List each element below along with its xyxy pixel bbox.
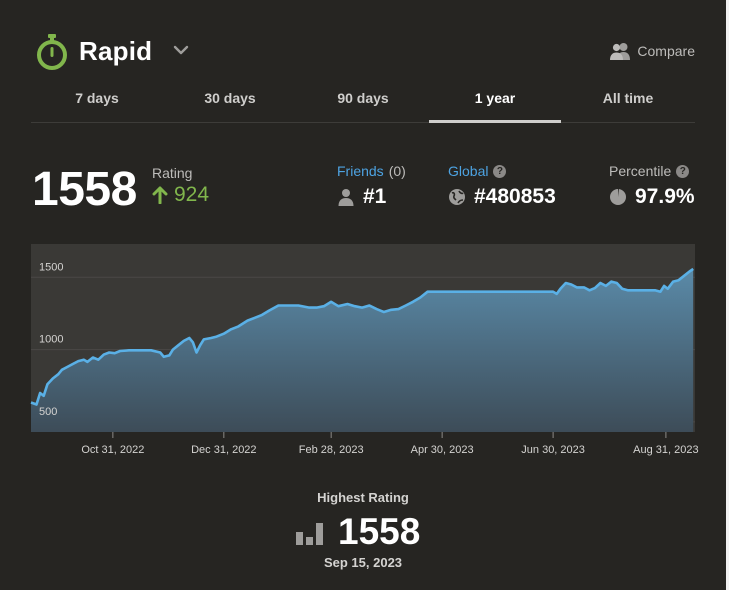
stopwatch-icon xyxy=(37,34,67,70)
global-rank: #480853 xyxy=(474,185,556,208)
help-icon[interactable]: ? xyxy=(493,164,507,178)
percentile-label: Percentile xyxy=(609,163,672,179)
compare-button[interactable]: Compare xyxy=(609,42,695,60)
rating-line xyxy=(30,267,694,406)
rating-chart-svg: 500 1000 1500 Oct 31, 2022 Dec 31, 2022 Feb … xyxy=(30,244,699,456)
x-tick-label: Aug 31, 2023 xyxy=(633,444,698,456)
tab-all-time[interactable]: All time xyxy=(602,90,654,106)
x-tick-label: Oct 31, 2022 xyxy=(81,444,144,456)
percentile-stat: Percentile ? 97.9% xyxy=(609,163,695,209)
tab-7-days[interactable]: 7 days xyxy=(75,90,119,106)
rating-area xyxy=(31,268,694,432)
period-tabs: 7 days 30 days 90 days 1 year All time xyxy=(31,86,695,123)
global-label[interactable]: Global xyxy=(448,163,489,179)
tab-90-days[interactable]: 90 days xyxy=(337,90,389,106)
x-tick-label: Dec 31, 2022 xyxy=(191,444,256,456)
highest-rating: 1558 xyxy=(296,511,420,553)
friends-stat: Friends (0) #1 xyxy=(337,163,406,209)
help-icon[interactable]: ? xyxy=(676,164,690,178)
window-edge xyxy=(726,0,729,590)
users-icon xyxy=(610,43,631,60)
y-tick-label: 1000 xyxy=(39,334,63,346)
x-tick-label: Apr 30, 2023 xyxy=(411,444,474,456)
header: Rapid Compare xyxy=(35,32,695,72)
globe-icon xyxy=(449,189,465,205)
time-control-title[interactable]: Rapid xyxy=(79,36,153,66)
x-tick-label: Feb 28, 2023 xyxy=(299,444,364,456)
tab-1-year[interactable]: 1 year xyxy=(429,86,561,123)
friends-rank: #1 xyxy=(363,185,387,208)
highest-rating-value: 1558 xyxy=(338,511,421,552)
friends-count: (0) xyxy=(388,163,406,179)
current-rating: 1558 xyxy=(32,163,137,216)
highest-rating-date: Sep 15, 2023 xyxy=(323,555,403,570)
chevron-down-icon[interactable] xyxy=(173,44,189,56)
compare-label: Compare xyxy=(637,43,695,59)
rating-label: Rating xyxy=(152,165,193,181)
y-tick-label: 500 xyxy=(39,406,57,418)
global-stat: Global ? #480853 xyxy=(448,163,556,209)
friends-label[interactable]: Friends xyxy=(337,163,384,179)
x-tick-label: Jun 30, 2023 xyxy=(521,444,585,456)
bar-chart-icon xyxy=(296,523,323,545)
highest-rating-label: Highest Rating xyxy=(317,490,409,505)
arrow-up-icon xyxy=(152,186,168,204)
rating-chart[interactable]: 500 1000 1500 Oct 31, 2022 Dec 31, 2022 Feb … xyxy=(30,244,699,456)
percentile-value: 97.9% xyxy=(635,185,695,208)
user-icon xyxy=(338,189,354,206)
pie-icon xyxy=(610,189,626,205)
rating-change: 924 xyxy=(152,183,209,207)
rating-change-value: 924 xyxy=(174,183,210,206)
y-tick-label: 1500 xyxy=(39,261,63,273)
tab-30-days[interactable]: 30 days xyxy=(204,90,256,106)
